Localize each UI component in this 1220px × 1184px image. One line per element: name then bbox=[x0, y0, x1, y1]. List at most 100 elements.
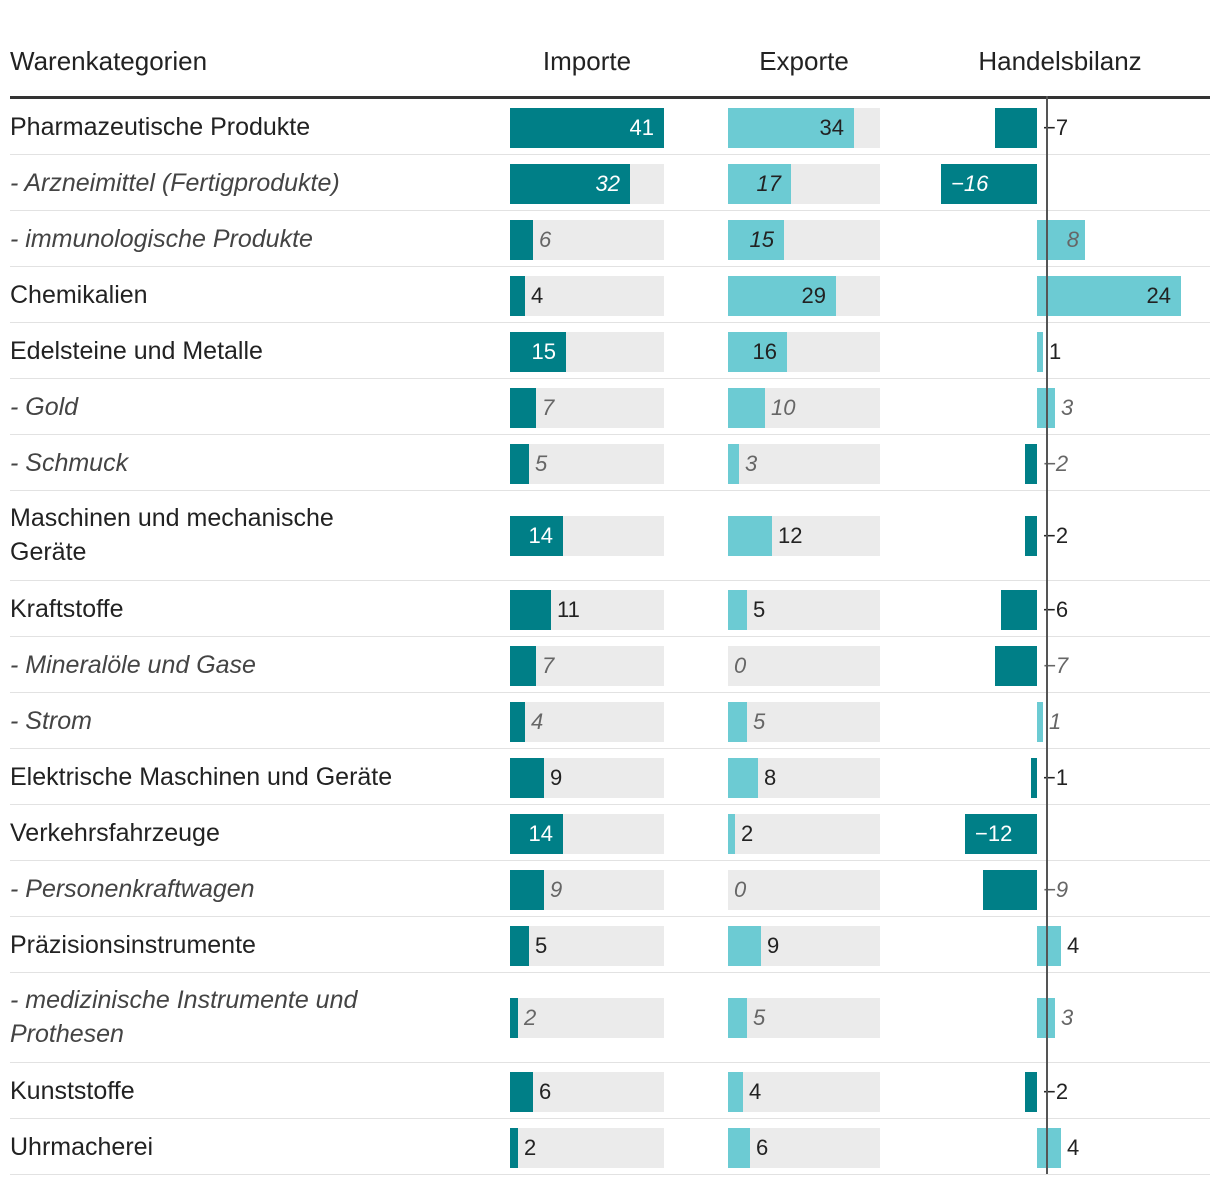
imports-bar bbox=[510, 646, 536, 686]
table-row: - Arzneimittel (Fertigprodukte) 32 17 −16 bbox=[10, 155, 1210, 211]
balance-value: 3 bbox=[1061, 395, 1074, 420]
imports-bar bbox=[510, 388, 536, 428]
table-row: Kraftstoffe 11 5 −6 bbox=[10, 581, 1210, 637]
category-label: Elektrische Maschinen und Geräte bbox=[10, 763, 393, 791]
imports-bar bbox=[510, 276, 525, 316]
imports-bar bbox=[510, 1128, 518, 1168]
category-label: - Gold bbox=[10, 393, 79, 421]
imports-value: 4 bbox=[531, 283, 544, 308]
balance-bar bbox=[983, 870, 1037, 910]
imports-value: 7 bbox=[542, 653, 555, 678]
exports-value: 34 bbox=[819, 115, 844, 140]
table-row: Edelsteine und Metalle 15 16 1 bbox=[10, 323, 1210, 379]
exports-track: 6 bbox=[728, 1128, 880, 1168]
imports-value: 11 bbox=[557, 597, 580, 622]
exports-track: 3 bbox=[728, 444, 880, 484]
exports-value: 8 bbox=[764, 765, 777, 790]
exports-track: 15 bbox=[728, 220, 880, 260]
balance-value: −16 bbox=[951, 171, 989, 196]
imports-bar bbox=[510, 220, 533, 260]
imports-track: 2 bbox=[510, 998, 664, 1038]
exports-value: 5 bbox=[753, 1005, 766, 1030]
table-row: - Mineralöle und Gase 7 0 −7 bbox=[10, 637, 1210, 693]
exports-track: 0 bbox=[728, 646, 880, 686]
exports-track: 29 bbox=[728, 276, 880, 316]
balance-bar bbox=[1037, 926, 1061, 966]
category-label: - Arzneimittel (Fertigprodukte) bbox=[10, 169, 340, 197]
balance-value: 1 bbox=[1049, 339, 1062, 364]
header-category: Warenkategorien bbox=[10, 46, 208, 76]
imports-track: 9 bbox=[510, 870, 664, 910]
imports-value: 2 bbox=[524, 1005, 537, 1030]
category-label: - immunologische Produkte bbox=[10, 225, 313, 253]
category-label: Uhrmacherei bbox=[10, 1133, 154, 1161]
table-row: - immunologische Produkte 6 15 8 bbox=[10, 211, 1210, 267]
table-row: - Schmuck 5 3 −2 bbox=[10, 435, 1210, 491]
exports-track: 4 bbox=[728, 1072, 880, 1112]
exports-bar bbox=[728, 590, 747, 630]
imports-track: 15 bbox=[510, 332, 664, 372]
exports-bar bbox=[728, 332, 787, 372]
exports-track: 10 bbox=[728, 388, 880, 428]
imports-track: 5 bbox=[510, 444, 664, 484]
balance-value: 24 bbox=[1146, 283, 1171, 308]
exports-bar bbox=[728, 516, 772, 556]
category-label: - Mineralöle und Gase bbox=[10, 651, 256, 679]
category-label: - Personenkraftwagen bbox=[10, 875, 255, 903]
exports-bar bbox=[728, 1128, 750, 1168]
imports-track: 14 bbox=[510, 516, 664, 556]
balance-bar bbox=[1001, 590, 1037, 630]
header-rule bbox=[10, 96, 1210, 99]
exports-track: 0 bbox=[728, 870, 880, 910]
table-row: Kunststoffe 6 4 −2 bbox=[10, 1063, 1210, 1119]
balance-bar bbox=[995, 646, 1037, 686]
imports-value: 6 bbox=[539, 1079, 552, 1104]
imports-bar bbox=[510, 814, 563, 854]
imports-value: 5 bbox=[535, 451, 548, 476]
balance-bar bbox=[1031, 758, 1037, 798]
header-exports: Exporte bbox=[759, 46, 849, 76]
imports-value: 7 bbox=[542, 395, 555, 420]
balance-bar bbox=[1037, 702, 1043, 742]
imports-value: 15 bbox=[531, 339, 556, 364]
imports-value: 14 bbox=[528, 523, 553, 548]
balance-value: 3 bbox=[1061, 1005, 1074, 1030]
exports-bar bbox=[728, 220, 784, 260]
exports-value: 15 bbox=[749, 227, 774, 252]
exports-bar bbox=[728, 926, 761, 966]
exports-bar bbox=[728, 388, 765, 428]
category-label: - medizinische Instrumente und Prothesen bbox=[10, 986, 358, 1048]
exports-bar bbox=[728, 108, 854, 148]
exports-track: 2 bbox=[728, 814, 880, 854]
exports-value: 16 bbox=[752, 339, 777, 364]
exports-track: 5 bbox=[728, 590, 880, 630]
imports-track: 5 bbox=[510, 926, 664, 966]
table-row: Chemikalien 4 29 24 bbox=[10, 267, 1210, 323]
imports-track: 4 bbox=[510, 276, 664, 316]
balance-bar bbox=[995, 108, 1037, 148]
balance-bar bbox=[1025, 516, 1037, 556]
exports-value: 10 bbox=[771, 395, 796, 420]
table-row: Verkehrsfahrzeuge 14 2 −12 bbox=[10, 805, 1210, 861]
imports-bar bbox=[510, 590, 551, 630]
imports-value: 6 bbox=[539, 227, 552, 252]
balance-bar bbox=[941, 164, 1037, 204]
category-label: Chemikalien bbox=[10, 281, 148, 309]
imports-track: 11 bbox=[510, 590, 664, 630]
exports-bar bbox=[728, 702, 747, 742]
imports-track: 7 bbox=[510, 646, 664, 686]
imports-value: 41 bbox=[629, 115, 654, 140]
exports-value: 5 bbox=[753, 709, 766, 734]
header-imports: Importe bbox=[542, 46, 632, 76]
exports-bar bbox=[728, 758, 758, 798]
imports-bar bbox=[510, 108, 664, 148]
balance-value: 4 bbox=[1067, 933, 1080, 958]
balance-bar bbox=[1037, 1128, 1061, 1168]
exports-track: 8 bbox=[728, 758, 880, 798]
balance-bar bbox=[1037, 276, 1181, 316]
exports-track: 16 bbox=[728, 332, 880, 372]
table-row: - medizinische Instrumente und Prothesen… bbox=[10, 973, 1210, 1063]
imports-bar bbox=[510, 870, 544, 910]
table-row: - Gold 7 10 3 bbox=[10, 379, 1210, 435]
balance-bar bbox=[1025, 1072, 1037, 1112]
